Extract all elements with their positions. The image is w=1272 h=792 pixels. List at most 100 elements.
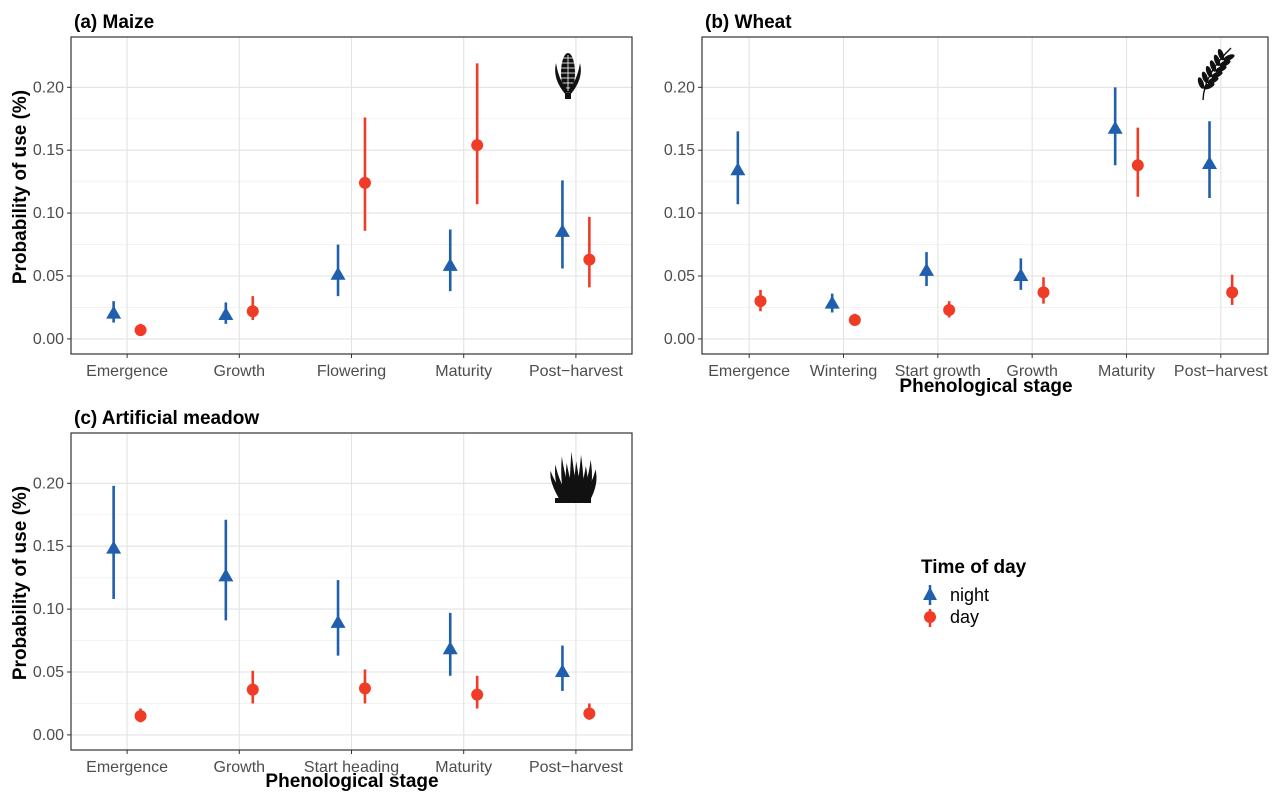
series-night — [106, 180, 570, 324]
wheat-grain — [1203, 82, 1215, 90]
data-point-day — [1037, 286, 1050, 299]
series-night — [730, 87, 1218, 313]
legend-label-day: day — [950, 607, 979, 627]
triangle-marker-icon — [923, 587, 937, 600]
grass-blade — [579, 469, 597, 502]
panel-wheat: (b) Wheat Phenological stage 0.00 0.05 0.1… — [664, 12, 1269, 397]
y-tick-label: 0.00 — [33, 727, 64, 744]
data-point-day — [754, 295, 767, 308]
data-point-day — [848, 314, 861, 327]
x-tick-label: Growth — [214, 759, 266, 776]
wheat-grain — [1209, 60, 1217, 72]
wheat-grain — [1215, 65, 1227, 73]
y-tick-label: 0.00 — [33, 331, 64, 348]
x-tick-label: Start heading — [304, 759, 399, 776]
data-point-day — [134, 710, 147, 723]
grass-base — [555, 498, 591, 503]
data-point-night — [442, 257, 458, 271]
series-day — [134, 669, 596, 723]
legend-item-day: day — [924, 607, 979, 627]
wheat-grain — [1213, 54, 1221, 67]
grass-icon — [550, 451, 597, 503]
grass-blade — [555, 464, 572, 502]
x-tick-label: Post−harvest — [1174, 363, 1268, 380]
wheat-grain — [1217, 48, 1225, 61]
y-tick-label: 0.05 — [33, 664, 64, 681]
corn-husk — [555, 63, 567, 95]
data-point-night — [218, 306, 234, 320]
legend-title: Time of day — [921, 557, 1027, 578]
wheat-grain — [1207, 76, 1219, 84]
data-point-night — [442, 641, 458, 655]
series-night — [106, 485, 570, 691]
panel-border — [70, 36, 633, 355]
data-point-night — [919, 262, 935, 276]
y-tick-label: 0.15 — [664, 142, 695, 159]
data-point-day — [1131, 159, 1144, 172]
data-point-day — [471, 139, 484, 152]
circle-marker-icon — [924, 611, 936, 623]
gridlines — [71, 37, 632, 354]
series-day — [754, 127, 1239, 327]
data-point-night — [1013, 267, 1029, 281]
data-point-night — [824, 295, 840, 309]
data-point-night — [1202, 155, 1218, 169]
data-point-night — [106, 540, 122, 554]
panel-title: (c) Artificial meadow — [74, 408, 259, 429]
legend-label-night: night — [950, 585, 989, 605]
x-tick-label: Emergence — [86, 363, 168, 380]
grass-blade — [565, 462, 577, 502]
y-tick-label: 0.05 — [664, 268, 695, 285]
wheat-grain — [1201, 71, 1209, 84]
y-tick-label: 0.10 — [33, 205, 64, 222]
corn-husk — [569, 63, 581, 95]
corn-icon — [555, 53, 581, 99]
y-tick-label: 0.20 — [664, 79, 695, 96]
x-axis-title: Phenological stage — [899, 376, 1072, 397]
x-tick-label: Maturity — [1098, 363, 1155, 380]
wheat-grain — [1205, 65, 1213, 78]
y-tick-label: 0.20 — [33, 475, 64, 492]
wheat-icon — [1197, 47, 1235, 101]
y-tick-label: 0.05 — [33, 268, 64, 285]
series-day — [134, 63, 596, 337]
y-tick-label: 0.00 — [664, 331, 695, 348]
data-point-day — [246, 683, 259, 696]
panel-border — [70, 432, 633, 751]
x-tick-label: Growth — [1006, 363, 1058, 380]
wheat-grain — [1223, 54, 1235, 62]
x-axis-title: Phenological stage — [265, 771, 438, 792]
data-point-night — [730, 162, 746, 176]
x-tick-label: Flowering — [317, 363, 386, 380]
legend: Time of day night day — [921, 557, 1027, 627]
panel-border — [701, 36, 1269, 355]
legend-item-night: night — [923, 585, 989, 605]
y-axis-title: Probability of use (%) — [10, 90, 31, 284]
data-point-night — [554, 223, 570, 237]
panel-artificial-meadow: (c) Artificial meadow Probability of use… — [10, 408, 633, 792]
wheat-grain — [1219, 59, 1231, 67]
data-point-night — [218, 568, 234, 582]
y-tick-label: 0.15 — [33, 538, 64, 555]
gridlines — [71, 433, 632, 750]
x-tick-label: Maturity — [435, 363, 492, 380]
corn-stem — [565, 93, 571, 99]
data-point-day — [1226, 286, 1239, 299]
y-axis-title: Probability of use (%) — [10, 486, 31, 680]
plot-background — [702, 37, 1268, 354]
panel-title: (a) Maize — [74, 12, 154, 33]
y-tick-label: 0.10 — [664, 205, 695, 222]
data-point-day — [583, 707, 596, 720]
grass-blade — [561, 456, 575, 502]
data-point-day — [583, 253, 596, 266]
wheat-grain — [1211, 71, 1223, 79]
data-point-day — [358, 682, 371, 695]
x-tick-label: Emergence — [86, 759, 168, 776]
data-point-day — [358, 176, 371, 189]
data-point-day — [134, 324, 147, 337]
data-point-night — [330, 266, 346, 280]
x-tick-label: Post−harvest — [529, 759, 623, 776]
x-tick-label: Wintering — [810, 363, 878, 380]
data-point-night — [554, 663, 570, 677]
